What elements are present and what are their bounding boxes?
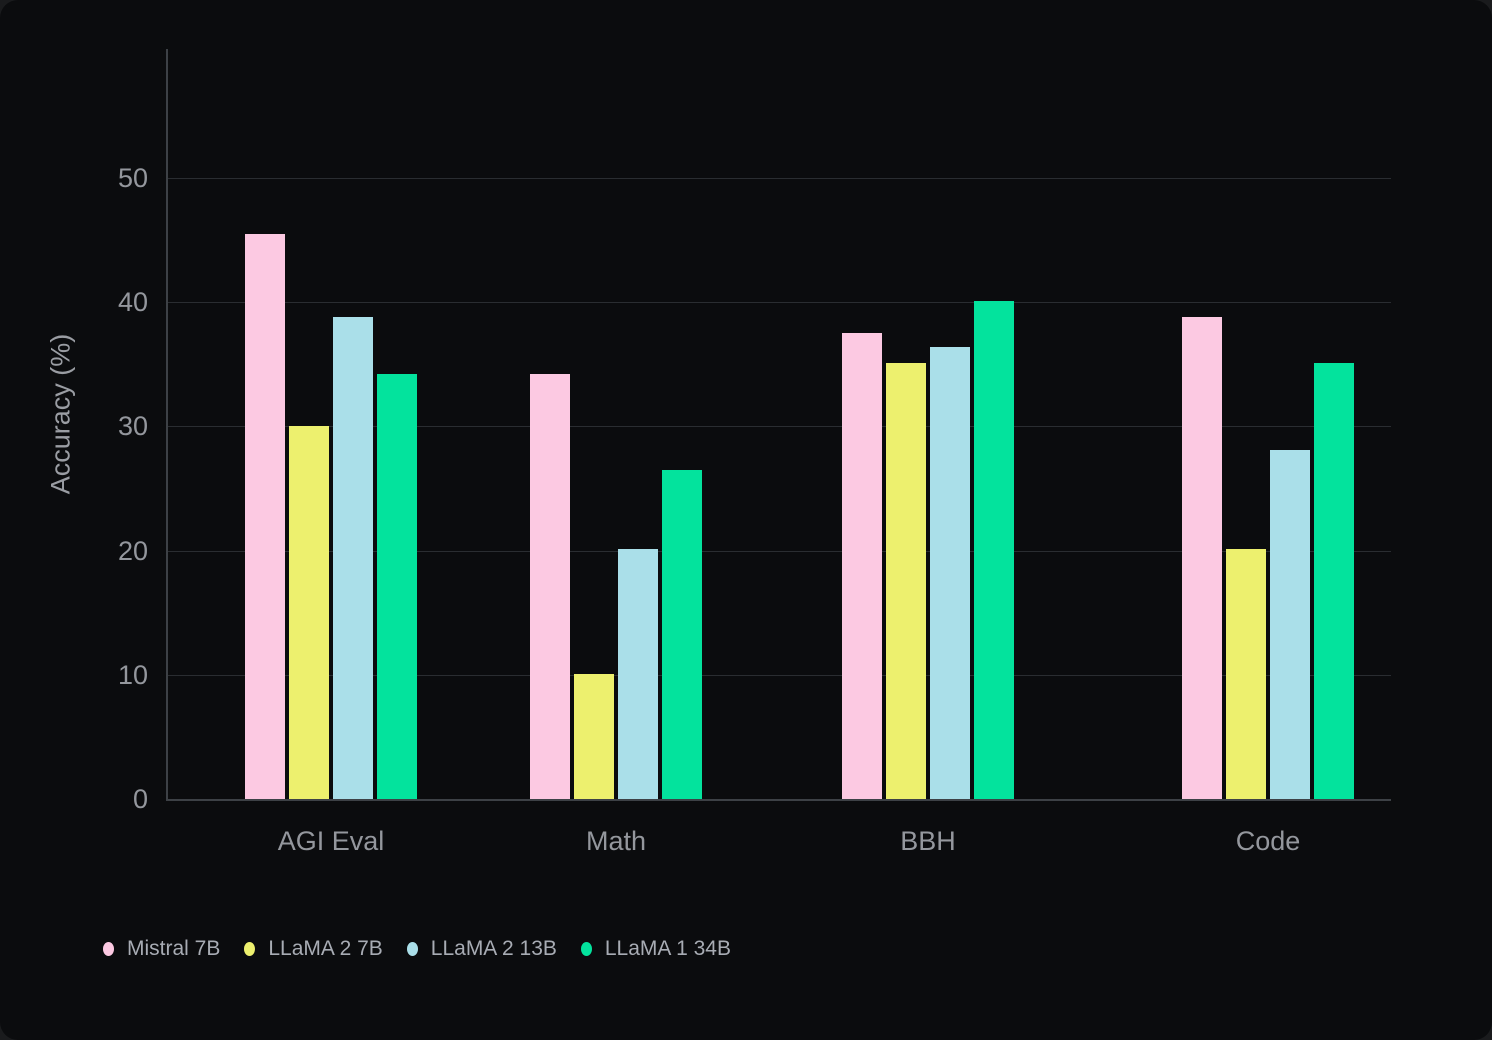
legend-dot-icon bbox=[406, 941, 418, 956]
y-tick-label: 40 bbox=[117, 287, 148, 318]
bar-llama-2-13b-code bbox=[1270, 449, 1310, 799]
x-category-label: Math bbox=[585, 826, 647, 856]
y-axis-title: Accuracy (%) bbox=[45, 333, 76, 495]
bar-llama-1-34b-math bbox=[662, 469, 702, 799]
y-tick-label: 30 bbox=[117, 411, 148, 442]
legend-label: LLaMA 1 34B bbox=[604, 937, 731, 960]
x-category-label: Code bbox=[1235, 826, 1301, 856]
y-tick-label: 20 bbox=[117, 535, 148, 566]
bar-llama-1-34b-bbh bbox=[974, 300, 1014, 799]
legend: Mistral 7B LLaMA 2 7B LLaMA 2 13B LLaMA 1 3… bbox=[103, 938, 731, 959]
legend-dot-icon bbox=[580, 941, 592, 956]
gridline bbox=[166, 302, 1391, 304]
bar-llama-2-13b-bbh bbox=[930, 346, 970, 799]
bar-llama-2-13b-agi-eval bbox=[333, 317, 373, 799]
legend-item-llama-2-13b[interactable]: LLaMA 2 13B bbox=[406, 937, 557, 960]
y-tick-label: 0 bbox=[132, 784, 148, 814]
legend-item-llama-2-7b[interactable]: LLaMA 2 7B bbox=[244, 937, 383, 960]
legend-label: LLaMA 2 7B bbox=[268, 937, 383, 960]
gridline bbox=[166, 674, 1391, 676]
legend-item-llama-1-34b[interactable]: LLaMA 1 34B bbox=[580, 937, 731, 960]
gridline bbox=[166, 426, 1391, 428]
bar-mistral-7b-bbh bbox=[842, 333, 882, 799]
bar-mistral-7b-code bbox=[1182, 317, 1222, 799]
bar-llama-2-7b-code bbox=[1226, 549, 1266, 799]
gridline bbox=[166, 550, 1391, 552]
y-axis-line bbox=[166, 49, 168, 799]
bar-llama-2-7b-math bbox=[574, 673, 614, 799]
legend-label: LLaMA 2 13B bbox=[430, 937, 557, 960]
y-tick-label: 10 bbox=[117, 659, 148, 690]
x-category-label: AGI Eval bbox=[277, 826, 385, 856]
legend-dot-icon bbox=[244, 941, 256, 956]
x-axis-line bbox=[166, 799, 1391, 801]
bar-mistral-7b-math bbox=[530, 374, 570, 799]
legend-label: Mistral 7B bbox=[127, 937, 221, 960]
bar-llama-1-34b-code bbox=[1314, 363, 1354, 799]
bar-llama-2-7b-bbh bbox=[886, 363, 926, 799]
legend-dot-icon bbox=[103, 941, 114, 956]
bar-llama-2-7b-agi-eval bbox=[289, 426, 329, 799]
legend-item-mistral-7b[interactable]: Mistral 7B bbox=[103, 938, 220, 959]
y-tick-label: 50 bbox=[117, 163, 148, 193]
bar-llama-2-13b-math bbox=[618, 549, 658, 799]
bar-mistral-7b-agi-eval bbox=[245, 233, 285, 799]
x-category-label: BBH bbox=[900, 826, 956, 856]
gridline bbox=[166, 178, 1391, 179]
bar-llama-1-34b-agi-eval bbox=[377, 374, 417, 799]
